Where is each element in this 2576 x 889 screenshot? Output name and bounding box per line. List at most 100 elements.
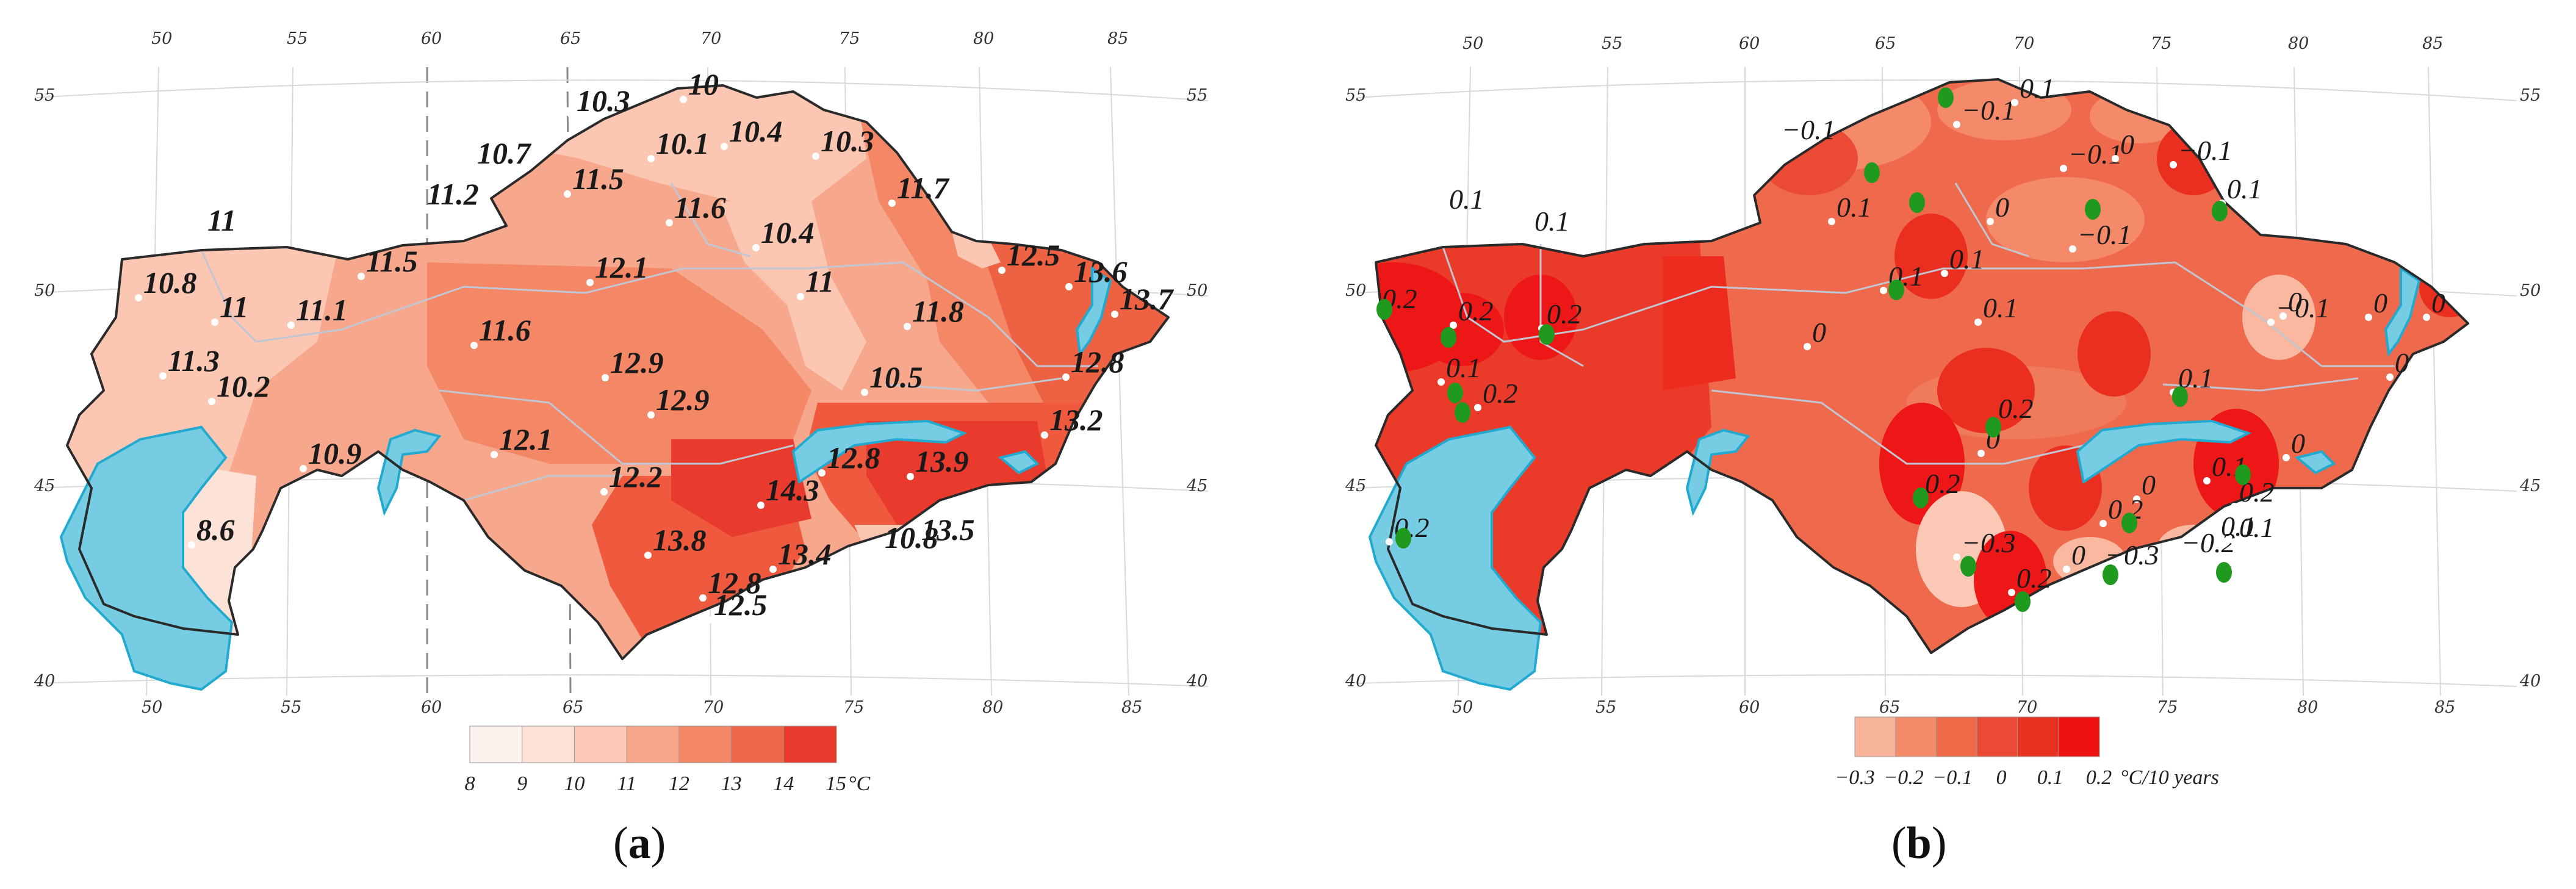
station-value: 0	[2120, 129, 2134, 160]
lon-label-top: 65	[560, 29, 581, 48]
legend-tick-label: 12	[669, 772, 689, 795]
station-value: 0	[2373, 287, 2387, 319]
panel-b-letter: b	[1906, 818, 1932, 868]
station-value: 0	[1812, 317, 1826, 348]
station-value: −0.3	[1962, 527, 2016, 558]
station-marker	[1065, 283, 1073, 290]
coordinate-labels: 50 55 60 65 70 75 80 85 50 55 60 65 70 7…	[34, 29, 1207, 717]
station-marker	[818, 469, 826, 477]
kazakhstan-border	[1375, 78, 2469, 654]
station-marker	[600, 488, 608, 495]
station-value: 0.1	[1837, 192, 1872, 223]
water-bodies	[59, 266, 1112, 691]
station-value: 11.8	[912, 294, 964, 328]
station-marker	[287, 322, 295, 329]
station-marker	[188, 541, 195, 549]
lon-label-bottom: 65	[563, 698, 583, 717]
lat-label-right: 50	[1187, 281, 1207, 300]
lon-label-top: 70	[2013, 34, 2034, 53]
lon-label-top: 75	[839, 29, 860, 48]
station-marker	[1804, 343, 1811, 350]
legend-tick-label: 0.2	[2086, 766, 2112, 789]
lat-label-left: 55	[34, 86, 55, 105]
significance-marker	[2235, 464, 2251, 485]
station-value: 10.4	[761, 215, 815, 250]
station-marker	[469, 165, 476, 172]
station-value: −0.1	[1962, 95, 2016, 126]
station-value: 12.8	[1071, 345, 1124, 379]
station-marker	[568, 112, 575, 120]
station-marker	[602, 374, 609, 381]
station-marker	[2231, 538, 2238, 545]
legend-tick-label: −0.3	[1835, 766, 1874, 789]
balkhash-lake	[791, 419, 968, 484]
station-value: 13.6	[1074, 254, 1128, 289]
significance-marker	[2015, 591, 2031, 612]
caspian-sea	[1368, 425, 1542, 691]
lon-label-bottom: 55	[1596, 698, 1616, 717]
station-marker	[757, 502, 765, 509]
station-marker	[2060, 165, 2067, 172]
station-marker	[2063, 566, 2070, 573]
caspian-sea	[59, 425, 234, 691]
lon-label-top: 75	[2151, 34, 2171, 53]
station-marker	[199, 232, 206, 239]
lat-label-left: 55	[1345, 86, 1366, 105]
station-value: 11.3	[168, 344, 220, 378]
legend-tick-label: 15	[826, 772, 846, 795]
lat-label-right: 45	[2519, 477, 2541, 495]
station-marker	[699, 594, 707, 602]
station-value: 0.1	[1534, 206, 1570, 237]
station-value: 11.6	[479, 313, 531, 347]
station-value: 10.2	[217, 369, 270, 403]
station-marker	[647, 411, 655, 419]
legend-tick-label: 14	[773, 772, 794, 795]
legend-swatch	[1895, 716, 1937, 757]
lat-label-left: 50	[34, 281, 55, 300]
lon-label-bottom: 50	[1452, 698, 1473, 717]
lat-label-right: 40	[2519, 672, 2541, 691]
station-marker	[2212, 537, 2220, 544]
zaysan-lake	[2384, 266, 2421, 358]
station-marker	[907, 473, 914, 480]
station-marker	[1974, 319, 1982, 326]
lat-label-right: 55	[2520, 86, 2541, 105]
station-value: 13.8	[653, 523, 707, 557]
significance-marker	[1938, 87, 1954, 108]
station-marker	[1880, 287, 1887, 294]
station-value: 0.1	[1949, 243, 1985, 275]
station-value: 12.2	[609, 459, 663, 494]
lat-label-left: 40	[34, 672, 55, 691]
station-labels: 10 10.3 10.7 10.1 10.4 10.3 11.2 11.5 11.6 11.7 11…	[135, 67, 1175, 624]
lon-label-bottom: 65	[1879, 698, 1900, 717]
lat-label-left: 50	[1345, 281, 1366, 300]
station-value: 14.3	[766, 473, 819, 507]
lon-label-bottom: 85	[2434, 698, 2455, 717]
kazakhstan-border	[66, 84, 1170, 660]
significance-marker	[1376, 299, 1392, 320]
significance-marker	[1441, 327, 1456, 348]
station-marker	[2279, 312, 2287, 320]
station-value: 10.8	[885, 520, 938, 555]
station-marker	[2283, 454, 2290, 461]
station-marker	[135, 294, 142, 301]
station-value: 0	[2291, 428, 2305, 459]
station-marker	[904, 323, 911, 330]
station-marker	[705, 616, 713, 624]
station-value: 10.1	[656, 126, 710, 160]
station-marker	[1062, 373, 1070, 381]
lon-label-top: 80	[2288, 34, 2309, 53]
lon-label-top: 85	[2422, 34, 2443, 53]
station-value: 12.8	[827, 441, 880, 475]
station-value: 12.8	[708, 566, 761, 600]
panel-b-map: 50 55 60 65 70 75 80 85 50 55 60 65 70 7…	[1345, 34, 2541, 789]
station-marker	[1386, 538, 1393, 545]
station-marker	[861, 389, 868, 396]
significance-marker	[2216, 562, 2232, 583]
station-value: 12.1	[499, 422, 553, 456]
lon-label-bottom: 80	[2297, 698, 2318, 717]
station-marker	[2133, 495, 2140, 503]
station-marker	[1437, 378, 1445, 386]
station-marker	[888, 200, 896, 207]
legend-tick-label: −0.1	[1932, 766, 1972, 789]
